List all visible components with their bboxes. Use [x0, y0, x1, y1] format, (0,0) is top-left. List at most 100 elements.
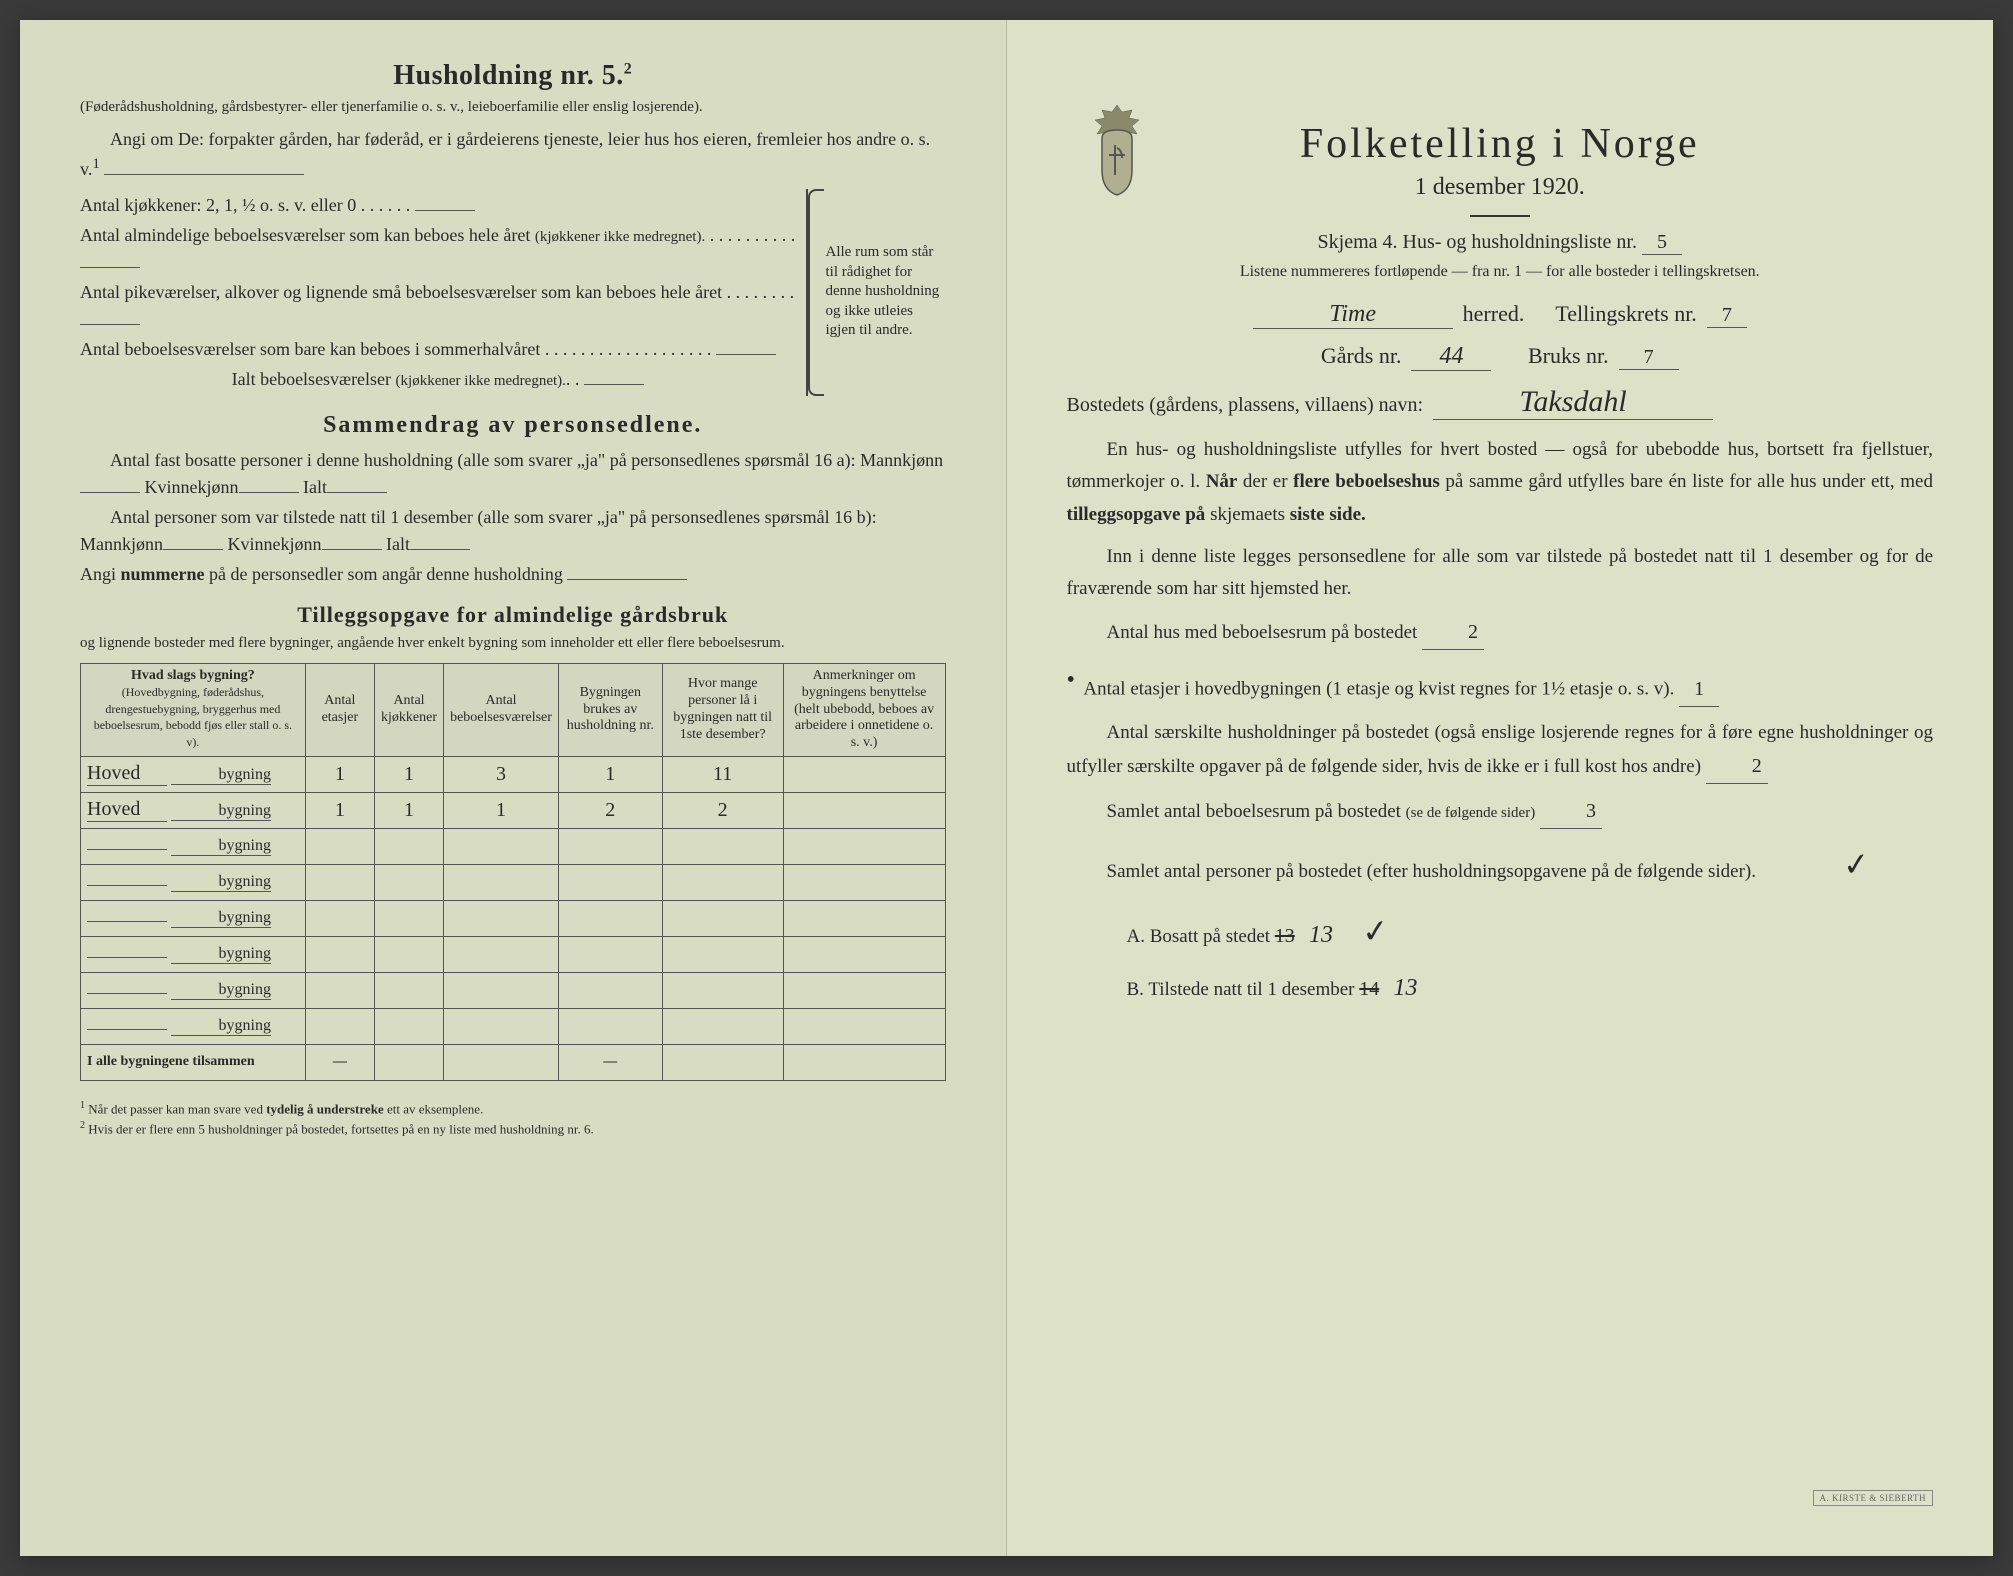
bygning-name-cell: bygning [81, 864, 306, 900]
census-document: Husholdning nr. 5.2 (Føderådshusholdning… [20, 20, 1993, 1556]
q5: Samlet antal personer på bostedet (efter… [1067, 839, 1934, 893]
table-cell [444, 936, 559, 972]
qa-value: 13 [1309, 922, 1333, 948]
q2-value: 1 [1679, 672, 1719, 707]
table-cell: 2 [558, 792, 662, 828]
table-cell: 1 [374, 792, 443, 828]
table-cell [305, 828, 374, 864]
table-row: Hovedbygning113111 [81, 756, 946, 792]
right-page: Folketelling i Norge 1 desember 1920. Sk… [1007, 20, 1994, 1556]
table-cell [662, 972, 783, 1008]
total-dash-2: — [558, 1044, 662, 1080]
bygning-name-cell: bygning [81, 828, 306, 864]
table-cell: 3 [444, 756, 559, 792]
table-row: bygning [81, 972, 946, 1008]
parenthetical: (Føderådshusholdning, gårdsbestyrer- ell… [80, 98, 946, 118]
para2: Inn i denne liste legges personsedlene f… [1067, 541, 1934, 606]
total-label: I alle bygningene tilsammen [81, 1044, 306, 1080]
table-cell [444, 828, 559, 864]
table-row: bygning [81, 900, 946, 936]
th-etasjer: Antal etasjer [305, 664, 374, 757]
th-hush: Bygningen brukes av husholdning nr. [558, 664, 662, 757]
bygning-name-cell: Hovedbygning [81, 756, 306, 792]
checkmark-icon-2: ✓ [1359, 902, 1390, 959]
table-cell [305, 972, 374, 1008]
table-cell: 1 [305, 792, 374, 828]
qa: A. Bosatt på stedet 13 13 ✓ [1127, 904, 1934, 958]
table-cell: 2 [662, 792, 783, 828]
table-cell [662, 828, 783, 864]
q1-value: 2 [1422, 615, 1484, 650]
sammendrag-title: Sammendrag av personsedlene. [80, 412, 946, 439]
qa-strike: 13 [1275, 925, 1295, 947]
herred-value: Time [1253, 301, 1453, 329]
table-cell [783, 936, 945, 972]
main-title: Folketelling i Norge [1067, 120, 1934, 168]
ialt-line: Ialt beboelsesværelser (kjøkkener ikke m… [80, 366, 796, 393]
tillegg-title: Tilleggsopgave for almindelige gårdsbruk [80, 602, 946, 628]
table-total-row: I alle bygningene tilsammen — — [81, 1044, 946, 1080]
table-row: bygning [81, 936, 946, 972]
table-row: Hovedbygning11122 [81, 792, 946, 828]
table-cell [374, 828, 443, 864]
table-cell [783, 756, 945, 792]
checkmark-icon: ✓ [1801, 836, 1872, 896]
table-cell [558, 828, 662, 864]
table-cell [783, 972, 945, 1008]
left-page: Husholdning nr. 5.2 (Føderådshusholdning… [20, 20, 1007, 1556]
qb-value: 13 [1394, 975, 1418, 1001]
footnotes: 1 Når det passer kan man svare ved tydel… [80, 1099, 946, 1138]
alm-bebo-line: Antal almindelige beboelsesværelser som … [80, 222, 796, 276]
q2: • Antal etasjer i hovedbygningen (1 etas… [1067, 660, 1934, 706]
sd-line1: Antal fast bosatte personer i denne hush… [80, 447, 946, 501]
bosted-row: Bostedets (gårdens, plassens, villaens) … [1067, 385, 1934, 420]
table-cell: 1 [374, 756, 443, 792]
table-cell [374, 936, 443, 972]
table-cell [662, 864, 783, 900]
table-row: bygning [81, 1008, 946, 1044]
tellingskrets-value: 7 [1707, 304, 1747, 328]
table-cell [444, 900, 559, 936]
bygning-name-cell: bygning [81, 900, 306, 936]
table-cell [558, 864, 662, 900]
th-pers: Hvor mange personer lå i bygningen natt … [662, 664, 783, 757]
table-cell [783, 864, 945, 900]
table-cell [444, 1008, 559, 1044]
table-cell [374, 864, 443, 900]
table-cell [783, 1008, 945, 1044]
table-cell: 1 [444, 792, 559, 828]
th-bygning: Hvad slags bygning? (Hovedbygning, føder… [81, 664, 306, 757]
table-cell [662, 936, 783, 972]
table-cell [558, 900, 662, 936]
table-cell [662, 900, 783, 936]
husholdning-heading: Husholdning nr. 5.2 [80, 60, 946, 92]
para1: En hus- og husholdningsliste utfylles fo… [1067, 434, 1934, 531]
buildings-table: Hvad slags bygning? (Hovedbygning, føder… [80, 663, 946, 1081]
bosted-value: Taksdahl [1433, 385, 1713, 420]
table-cell [783, 828, 945, 864]
table-cell [783, 900, 945, 936]
gards-value: 44 [1411, 343, 1491, 371]
table-cell [305, 1008, 374, 1044]
angi-line: Angi om De: forpakter gården, har føderå… [80, 126, 946, 183]
bruks-value: 7 [1619, 346, 1679, 370]
table-cell [374, 1008, 443, 1044]
table-cell [558, 972, 662, 1008]
bygning-name-cell: bygning [81, 936, 306, 972]
title-divider [1470, 215, 1530, 217]
crest-icon [1077, 100, 1157, 200]
table-cell: 11 [662, 756, 783, 792]
qb: B. Tilstede natt til 1 desember 14 13 [1127, 968, 1934, 1009]
printer-stamp: A. KIRSTE & SIEBERTH [1813, 1490, 1933, 1506]
th-bebo: Antal beboelsesværelser [444, 664, 559, 757]
th-kjokkener: Antal kjøkkener [374, 664, 443, 757]
skjema-nr-value: 5 [1642, 231, 1682, 255]
pikev-line: Antal pikeværelser, alkover og lignende … [80, 279, 796, 333]
bygning-name-cell: bygning [81, 1008, 306, 1044]
herred-row: Time herred. Tellingskrets nr. 7 [1067, 301, 1934, 329]
tillegg-sub: og lignende bosteder med flere bygninger… [80, 634, 946, 654]
listene-line: Listene nummereres fortløpende — fra nr.… [1067, 263, 1934, 281]
sommer-line: Antal beboelsesværelser som bare kan beb… [80, 336, 796, 363]
q4-value: 3 [1540, 794, 1602, 829]
qb-strike: 14 [1359, 978, 1379, 1000]
